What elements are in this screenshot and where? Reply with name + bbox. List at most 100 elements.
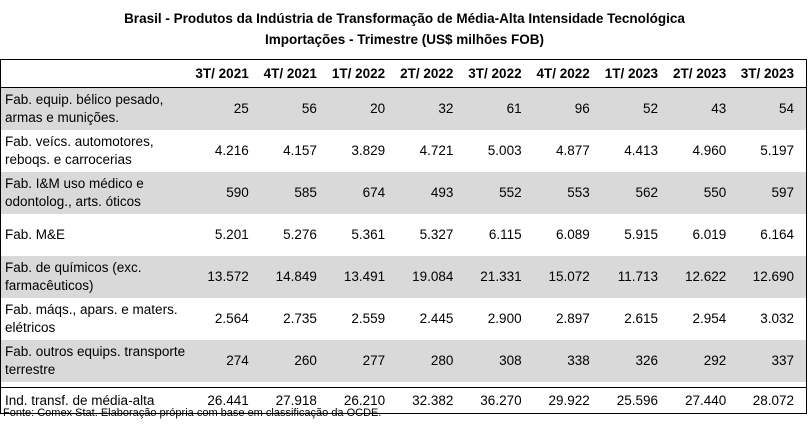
row-label: Fab. outros equips. transporte terrestre [0, 339, 193, 382]
value-cell: 2.564 [214, 311, 249, 326]
value-cell: 4.216 [214, 143, 249, 158]
header-cell: 3T/ 2023 [738, 59, 808, 88]
row-label: Fab. equip. bélico pesado, armas e muniç… [0, 87, 193, 130]
header-cell: 1T/ 2022 [328, 59, 398, 88]
value-cell: 52 [643, 101, 659, 117]
table-row: Fab. M&E 5.201 5.276 5.361 5.327 6.115 6.089 5.… [0, 213, 808, 256]
value-cell: 43 [711, 101, 727, 117]
value-cell: 5.201 [214, 227, 249, 242]
value-cell: 2.954 [692, 311, 727, 326]
value-cell: 56 [301, 101, 317, 117]
value-cell: 13.491 [343, 269, 386, 284]
value-cell: 20 [370, 101, 386, 117]
value-cell: 11.713 [617, 269, 659, 284]
value-cell: 3.829 [351, 143, 386, 158]
value-cell: 14.849 [275, 269, 317, 284]
value-cell: 5.915 [624, 227, 659, 242]
table-row: Fab. de químicos (exc. farmacêuticos) 13.… [0, 255, 808, 298]
value-cell: 5.361 [351, 227, 386, 242]
row-label: Fab. M&E [0, 213, 193, 256]
table-row: Fab. I&M uso médico e odontolog., arts. … [0, 171, 808, 214]
table-row: Fab. veícs. automotores, reboqs. e carro… [0, 129, 808, 172]
value-cell: 6.019 [692, 227, 727, 242]
value-cell: 21.331 [480, 269, 522, 284]
row-label: Ind. transf. de média-alta [0, 387, 193, 414]
value-cell: 5.327 [419, 227, 454, 242]
value-cell: 25.596 [601, 387, 671, 414]
value-cell: 2.445 [419, 311, 454, 326]
value-cell: 2.897 [556, 311, 590, 326]
value-cell: 4.877 [556, 143, 590, 158]
value-cell: 36.270 [465, 387, 534, 414]
row-label: Fab. de químicos (exc. farmacêuticos) [0, 255, 193, 298]
value-cell: 597 [738, 171, 808, 214]
value-cell: 277 [362, 353, 386, 368]
spacer-row [0, 381, 807, 388]
value-cell: 26.210 [328, 387, 398, 414]
table-body: Fab. equip. bélico pesado, armas e muniç… [0, 87, 808, 414]
total-row: Ind. transf. de média-alta 26.441 27.918 26… [0, 387, 808, 414]
row-label: Fab. máqs., apars. e maters. elétricos [0, 297, 193, 340]
value-cell: 308 [499, 353, 522, 368]
header-cell: 1T/ 2023 [601, 59, 671, 88]
value-cell: 28.072 [738, 387, 808, 414]
row-label: Fab. veícs. automotores, reboqs. e carro… [0, 129, 193, 172]
value-cell: 15.072 [548, 269, 590, 284]
header-cell: 2T/ 2023 [670, 59, 739, 88]
value-cell: 4.721 [419, 143, 454, 158]
value-cell: 6.089 [556, 227, 590, 242]
value-cell: 280 [430, 353, 454, 368]
header-cell: 3T/ 2022 [465, 59, 534, 88]
value-cell: 13.572 [207, 269, 249, 284]
value-cell: 337 [738, 339, 808, 382]
title-line-1: Brasil - Produtos da Indústria de Transf… [124, 11, 685, 26]
value-cell: 326 [635, 353, 659, 368]
value-cell: 2.735 [283, 311, 317, 326]
imports-table: 3T/ 2021 4T/ 2021 1T/ 2022 2T/ 2022 3T/ … [0, 59, 808, 414]
value-cell: 552 [499, 185, 522, 200]
value-cell: 585 [294, 185, 317, 200]
value-cell: 2.615 [624, 311, 659, 326]
row-label: Fab. I&M uso médico e odontolog., arts. … [0, 171, 193, 214]
value-cell: 32 [438, 101, 454, 117]
value-cell: 26.441 [192, 387, 261, 414]
header-row: 3T/ 2021 4T/ 2021 1T/ 2022 2T/ 2022 3T/ … [0, 59, 808, 88]
value-cell: 12.690 [738, 255, 808, 298]
value-cell: 338 [567, 353, 590, 368]
value-cell: 4.960 [692, 143, 727, 158]
value-cell: 493 [430, 185, 454, 200]
value-cell: 5.197 [738, 129, 808, 172]
value-cell: 96 [574, 101, 590, 117]
value-cell: 27.440 [670, 387, 739, 414]
value-cell: 5.276 [283, 227, 317, 242]
value-cell: 19.084 [412, 269, 454, 284]
value-cell: 274 [226, 353, 249, 368]
value-cell: 562 [635, 185, 659, 200]
value-cell: 25 [233, 101, 249, 117]
value-cell: 5.003 [487, 143, 522, 158]
header-cell: 4T/ 2022 [533, 59, 602, 88]
value-cell: 2.559 [351, 311, 386, 326]
table-row: Fab. máqs., apars. e maters. elétricos 2.… [0, 297, 808, 340]
value-cell: 3.032 [738, 297, 808, 340]
value-cell: 590 [226, 185, 249, 200]
value-cell: 260 [294, 353, 317, 368]
header-cell: 3T/ 2021 [192, 59, 261, 88]
value-cell: 54 [738, 87, 808, 130]
value-cell: 6.164 [738, 213, 808, 256]
value-cell: 29.922 [533, 387, 602, 414]
value-cell: 6.115 [488, 227, 522, 242]
value-cell: 292 [703, 353, 727, 368]
header-cell: 2T/ 2022 [397, 59, 466, 88]
header-stub [0, 59, 193, 88]
source-note: Fonte: Comex Stat. Elaboração própria co… [3, 407, 382, 419]
header-cell: 4T/ 2021 [260, 59, 329, 88]
table-row: Fab. equip. bélico pesado, armas e muniç… [0, 87, 808, 130]
value-cell: 674 [362, 185, 386, 200]
value-cell: 61 [506, 101, 522, 117]
value-cell: 27.918 [260, 387, 329, 414]
table-title: Brasil - Produtos da Indústria de Transf… [0, 0, 809, 50]
value-cell: 553 [567, 185, 590, 200]
value-cell: 4.157 [283, 143, 317, 158]
